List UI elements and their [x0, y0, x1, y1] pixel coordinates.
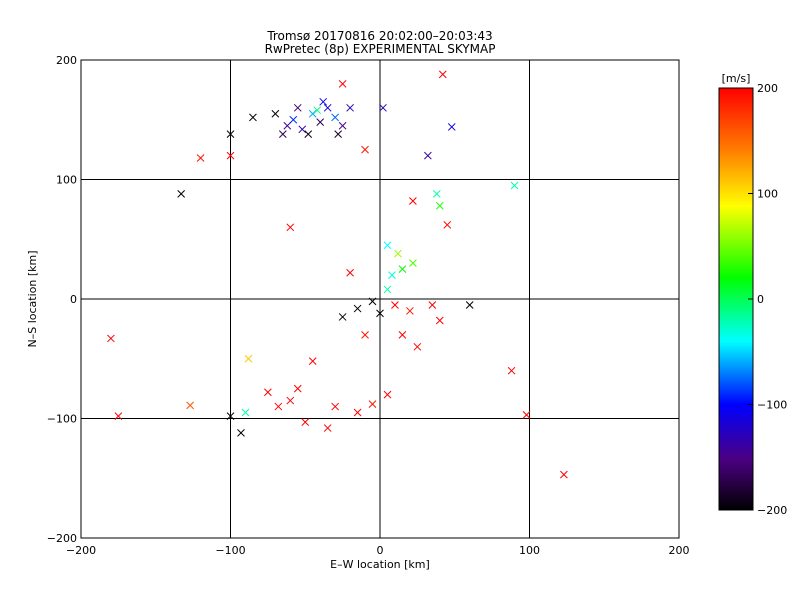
- data-point-42: [338, 313, 347, 321]
- data-point-2: [308, 109, 317, 118]
- data-point-69: [323, 424, 332, 432]
- data-point-25: [338, 80, 347, 88]
- data-point-51: [107, 334, 115, 343]
- colorbar-tick-label-0: 200: [757, 82, 778, 95]
- data-point-15: [278, 130, 287, 138]
- colorbar-label: [m/s]: [722, 72, 751, 85]
- colorbar-tick-label-2: 0: [757, 293, 764, 306]
- data-point-68: [301, 418, 310, 426]
- colorbar: [718, 87, 754, 511]
- x-tick-label-4: 200: [669, 544, 690, 557]
- data-point-48: [413, 342, 422, 351]
- data-point-0: [289, 115, 298, 124]
- colorbar-tick-label-1: 100: [757, 188, 778, 201]
- data-point-62: [274, 402, 283, 411]
- data-point-71: [560, 470, 568, 479]
- grid-lines: [81, 60, 679, 538]
- data-point-41: [391, 301, 399, 309]
- x-axis-label: E–W location [km]: [330, 558, 430, 571]
- data-point-31: [286, 223, 295, 232]
- data-point-26: [510, 181, 519, 190]
- data-point-46: [465, 301, 474, 309]
- data-point-45: [428, 301, 437, 309]
- data-point-44: [406, 307, 414, 315]
- x-tick-label-2: 0: [377, 544, 384, 557]
- data-point-73: [438, 70, 447, 79]
- data-point-50: [435, 316, 444, 325]
- data-point-7: [304, 130, 313, 138]
- data-point-10: [319, 97, 328, 106]
- data-point-17: [249, 113, 257, 122]
- x-tick-label-3: 100: [519, 544, 540, 557]
- data-point-9: [271, 109, 280, 118]
- data-point-49: [361, 330, 369, 339]
- data-point-60: [383, 390, 392, 399]
- axis-ticks: −200 −100 0 100 200 −200 −100 0 100 200: [47, 54, 690, 557]
- data-point-14: [334, 130, 342, 138]
- data-point-27: [432, 189, 441, 198]
- y-tick-label-4: 200: [56, 54, 77, 67]
- x-tick-label-0: −200: [66, 544, 96, 557]
- data-point-1: [298, 125, 307, 134]
- data-point-18: [196, 154, 205, 162]
- data-point-66: [226, 412, 235, 420]
- y-axis-label: N–S location [km]: [26, 250, 39, 347]
- data-point-61: [286, 396, 295, 405]
- data-point-8: [283, 121, 292, 130]
- data-point-33: [394, 249, 402, 258]
- colorbar-ticks: 200 100 0 −100 −200: [748, 82, 787, 517]
- colorbar-tick-label-3: −100: [757, 399, 787, 412]
- y-tick-label-0: −200: [47, 532, 77, 545]
- data-point-3: [316, 118, 325, 126]
- data-point-57: [331, 402, 340, 411]
- data-point-4: [323, 103, 332, 112]
- y-tick-label-3: 100: [56, 174, 77, 187]
- data-point-52: [244, 354, 253, 363]
- data-point-22: [447, 123, 456, 131]
- colorbar-tick-label-4: −200: [757, 504, 787, 517]
- data-point-67: [237, 428, 245, 437]
- data-points: [107, 70, 568, 479]
- data-point-53: [308, 357, 317, 365]
- data-point-54: [507, 366, 516, 375]
- data-point-43: [376, 309, 384, 318]
- data-point-6: [338, 121, 347, 130]
- data-point-64: [186, 401, 194, 410]
- data-point-63: [241, 408, 250, 417]
- data-point-47: [398, 330, 407, 339]
- data-point-24: [361, 145, 369, 154]
- data-point-30: [443, 221, 452, 229]
- x-tick-label-1: −100: [215, 544, 245, 557]
- data-point-21: [379, 103, 387, 112]
- y-tick-label-2: 0: [70, 293, 77, 306]
- data-point-16: [226, 130, 235, 138]
- data-point-58: [353, 408, 362, 417]
- data-point-23: [423, 151, 432, 160]
- data-point-40: [353, 304, 362, 313]
- data-point-56: [293, 384, 302, 393]
- data-point-13: [293, 103, 302, 112]
- data-point-28: [409, 197, 417, 205]
- data-point-34: [409, 259, 417, 268]
- data-point-36: [388, 271, 396, 279]
- data-point-32: [383, 241, 392, 250]
- data-point-29: [435, 201, 444, 210]
- chart-subtitle: RwPretec (8p) EXPERIMENTAL SKYMAP: [265, 42, 496, 56]
- data-point-59: [368, 400, 377, 409]
- data-point-70: [522, 411, 531, 419]
- data-point-19: [226, 151, 235, 160]
- data-point-65: [114, 412, 123, 420]
- data-point-11: [346, 103, 354, 112]
- data-point-20: [177, 189, 186, 198]
- data-point-39: [368, 297, 377, 306]
- data-point-12: [313, 106, 322, 115]
- data-point-55: [264, 388, 272, 397]
- data-point-37: [398, 265, 407, 273]
- chart-title: Tromsø 20170816 20:02:00–20:03:43: [266, 29, 492, 43]
- y-tick-label-1: −100: [47, 413, 77, 426]
- data-point-5: [331, 113, 340, 122]
- data-point-35: [346, 268, 354, 277]
- data-point-38: [383, 285, 392, 294]
